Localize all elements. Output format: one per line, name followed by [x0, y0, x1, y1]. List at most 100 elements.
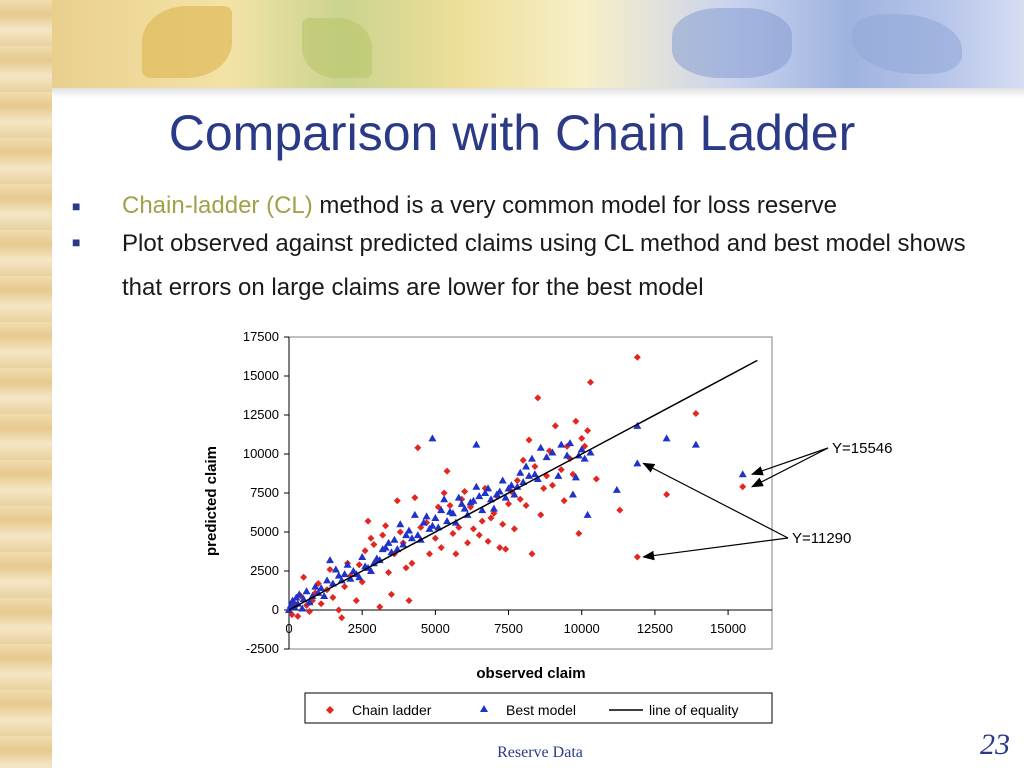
- chain-ladder-point: [496, 544, 504, 552]
- chain-ladder-point: [305, 608, 313, 616]
- best-model-point: [448, 509, 457, 517]
- best-model-point: [443, 517, 452, 525]
- chain-ladder-point: [499, 520, 507, 528]
- best-model-point: [566, 439, 575, 447]
- x-tick-label: 2500: [348, 621, 377, 636]
- best-model-point: [419, 518, 428, 526]
- chain-ladder-point: [692, 409, 700, 417]
- chain-ladder-point: [449, 530, 457, 538]
- best-model-point: [295, 590, 304, 598]
- legend-label-line: line of equality: [649, 702, 739, 718]
- y-tick-label: -2500: [246, 641, 279, 656]
- x-axis-label: observed claim: [476, 665, 585, 682]
- chain-ladder-point: [510, 525, 518, 533]
- legend-label-chain-ladder: Chain ladder: [352, 702, 432, 718]
- chain-ladder-point: [393, 497, 401, 505]
- chain-ladder-point: [335, 606, 343, 614]
- best-model-point: [475, 492, 484, 500]
- chain-ladder-point: [464, 539, 472, 547]
- y-tick-label: 12500: [243, 407, 279, 422]
- best-model-point: [536, 443, 545, 451]
- best-model-point: [355, 573, 364, 581]
- chain-ladder-point: [548, 481, 556, 489]
- chain-ladder-point: [446, 501, 454, 509]
- bullet-body: method is a very common model for loss r…: [312, 192, 837, 219]
- chart-marks: [285, 353, 758, 622]
- best-model-point: [428, 434, 437, 442]
- best-model-point: [407, 534, 416, 542]
- annotation-arrow: [642, 462, 789, 539]
- footer-source: Reserve Data: [497, 744, 583, 761]
- best-model-point: [399, 540, 408, 548]
- legend: Chain ladder Best model line of equality: [304, 692, 773, 724]
- annotation-label: Y=11290: [792, 530, 851, 547]
- chain-ladder-point: [551, 422, 559, 430]
- best-model-point: [489, 504, 498, 512]
- best-model-point: [548, 448, 557, 456]
- best-model-point: [495, 487, 504, 495]
- best-model-point: [662, 434, 671, 442]
- chain-ladder-point: [402, 564, 410, 572]
- best-model-point: [633, 459, 642, 467]
- best-model-point: [343, 560, 352, 568]
- best-model-point: [381, 543, 390, 551]
- best-model-point: [457, 499, 466, 507]
- best-model-point: [478, 506, 487, 514]
- best-model-point: [410, 510, 419, 518]
- bullet-marker-icon: ■: [72, 234, 81, 250]
- best-model-point: [396, 520, 405, 528]
- x-tick-label: 5000: [421, 621, 450, 636]
- leaf-decoration: [142, 6, 232, 78]
- chain-ladder-point: [563, 442, 571, 450]
- legend-box: [304, 692, 773, 724]
- x-axis: 0 2500 5000 7500 10000 12500 15000: [285, 337, 772, 649]
- chain-ladder-point: [382, 522, 390, 530]
- y-axis: -2500 0 2500 5000 7500 10000 12500 15000 17500: [243, 329, 289, 656]
- chain-ladder-point: [537, 511, 545, 519]
- chain-ladder-point: [633, 353, 641, 361]
- best-model-point: [577, 445, 586, 453]
- best-model-point: [533, 474, 542, 482]
- best-model-point: [472, 482, 481, 490]
- leaf-decoration: [302, 18, 372, 78]
- x-tick-label: 12500: [637, 621, 673, 636]
- legend-marker-chain-ladder: [326, 706, 334, 714]
- chain-ladder-point: [326, 565, 334, 573]
- best-model-point: [311, 582, 320, 590]
- best-model-point: [302, 587, 311, 595]
- chain-ladder-point: [361, 547, 369, 555]
- chain-ladder-point: [376, 603, 384, 611]
- legend-label-best-model: Best model: [506, 702, 576, 718]
- chain-ladder-point: [370, 540, 378, 548]
- chain-ladder-point: [519, 456, 527, 464]
- y-tick-label: 10000: [243, 446, 279, 461]
- chain-ladder-point: [355, 561, 363, 569]
- best-model-point: [358, 552, 367, 560]
- slide-title: Comparison with Chain Ladder: [168, 105, 856, 161]
- best-model-point: [298, 604, 307, 612]
- chain-ladder-point: [578, 434, 586, 442]
- legend-marker-best-model: [480, 705, 488, 712]
- chain-ladder-point: [475, 531, 483, 539]
- annotation-arrow: [750, 447, 829, 476]
- x-tick-label: 7500: [494, 621, 523, 636]
- chain-ladder-point: [341, 583, 349, 591]
- chain-ladder-point: [581, 442, 589, 450]
- y-tick-label: 0: [272, 602, 279, 617]
- chain-ladder-point: [487, 514, 495, 522]
- x-tick-label: 15000: [710, 621, 746, 636]
- best-model-point: [612, 485, 621, 493]
- chain-ladder-point: [516, 495, 524, 503]
- best-model-point: [431, 513, 440, 521]
- best-model-point: [402, 531, 411, 539]
- chain-ladder-point: [405, 597, 413, 605]
- chain-ladder-point: [543, 472, 551, 480]
- chain-ladder-point: [531, 462, 539, 470]
- best-model-point: [437, 506, 446, 514]
- best-model-point: [571, 473, 580, 481]
- bullet-marker-icon: ■: [72, 198, 81, 214]
- chain-ladder-point: [502, 545, 510, 553]
- chain-ladder-point: [584, 427, 592, 435]
- chain-ladder-point: [317, 600, 325, 608]
- chain-ladder-point: [411, 494, 419, 502]
